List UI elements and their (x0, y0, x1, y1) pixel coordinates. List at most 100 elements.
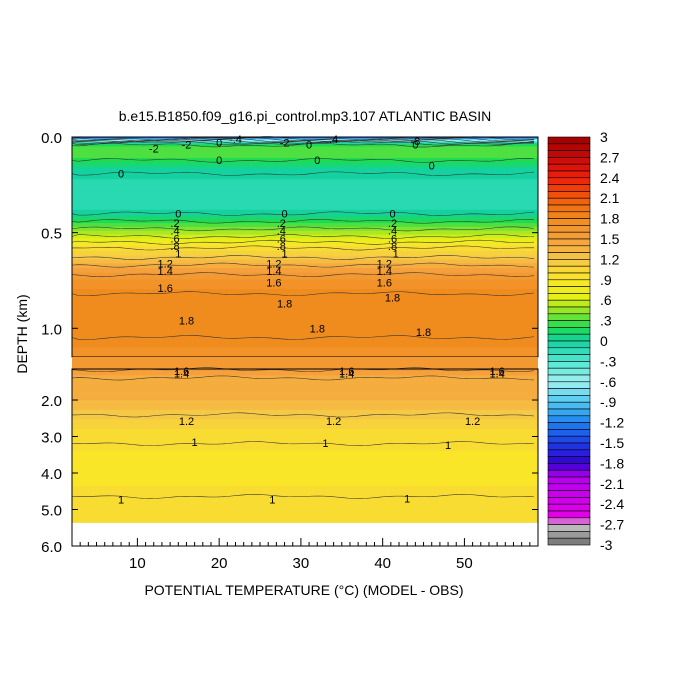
field-band (72, 468, 538, 470)
field-band (72, 180, 538, 182)
colorbar-box (547, 531, 591, 539)
field-band (72, 284, 538, 286)
field-band (72, 372, 538, 374)
contour-label: 1.4 (174, 369, 189, 381)
field-band (72, 211, 538, 214)
field-band (72, 445, 538, 447)
field-band (72, 322, 538, 325)
field-band (72, 441, 538, 443)
field-band (72, 290, 538, 292)
field-band (72, 517, 538, 519)
field-band (72, 154, 538, 156)
contour-label: 0 (118, 168, 124, 180)
field-band (72, 416, 538, 419)
colorbar-box (547, 259, 591, 267)
field-band (72, 406, 538, 408)
field-band (72, 373, 538, 375)
field-band (72, 328, 538, 330)
field-band (72, 339, 538, 342)
contour-label: 1.4 (377, 266, 392, 278)
colorbar-box (547, 503, 591, 512)
field-band (72, 246, 538, 248)
field-band (72, 420, 538, 422)
field-band (72, 384, 538, 386)
field-band (72, 337, 538, 340)
contour-line (71, 158, 535, 163)
field-band (72, 158, 538, 160)
field-band (72, 464, 538, 467)
contour-label: .6 (277, 233, 286, 245)
field-band (72, 221, 538, 223)
field-band (72, 338, 538, 341)
contour-label: .6 (170, 233, 179, 245)
field-band (72, 388, 538, 390)
colorbar-label: 1.8 (600, 211, 620, 227)
field-band (72, 476, 538, 478)
field-band (72, 503, 538, 505)
colorbar-label: .3 (600, 313, 612, 329)
field-band (72, 305, 538, 307)
field-band (72, 391, 538, 393)
colorbar-box (547, 218, 591, 226)
contour-label: 1.4 (339, 369, 354, 381)
field-band (72, 457, 538, 459)
colorbar-box (547, 191, 591, 199)
y-tick-label: 2.0 (41, 393, 62, 410)
field-band (72, 299, 538, 302)
field-band (72, 494, 538, 497)
field-band (72, 418, 538, 420)
lower-panel-y-ticks: 2.0 3.0 4.0 5.0 6.0 (41, 393, 538, 556)
field-band (72, 311, 538, 313)
field-band (72, 414, 538, 417)
colorbar-box (547, 252, 591, 260)
y-tick-label: 6.0 (41, 539, 62, 556)
contour-label: .2 (170, 218, 179, 230)
field-band (72, 498, 538, 500)
field-band (72, 465, 538, 467)
field-band (72, 383, 538, 385)
x-tick-label: 30 (293, 555, 310, 572)
colorbar-label: -.9 (600, 394, 617, 410)
field-band (72, 488, 538, 490)
field-band (72, 380, 538, 382)
field-band (72, 202, 538, 204)
field-band (72, 446, 538, 448)
field-band (72, 324, 538, 327)
field-band (72, 293, 538, 296)
contour-label: 0 (216, 155, 222, 167)
field-band (72, 152, 538, 154)
field-band (72, 496, 538, 498)
field-band (72, 350, 538, 352)
field-band (72, 272, 538, 275)
field-band (72, 463, 538, 465)
field-band (72, 396, 538, 398)
field-band (72, 510, 538, 513)
x-tick-label: 20 (211, 555, 228, 572)
field-band (72, 453, 538, 455)
field-band (72, 316, 538, 319)
contour-label: 1.8 (179, 316, 194, 328)
field-band (72, 310, 538, 312)
field-band (72, 291, 538, 293)
field-band (72, 506, 538, 508)
field-band (72, 148, 538, 151)
field-band (72, 481, 538, 483)
contour-label: 0 (429, 161, 435, 173)
contour-label: 0 (216, 138, 222, 150)
y-tick-label: 0.5 (41, 226, 62, 243)
field-band (72, 427, 538, 429)
field-band (72, 194, 538, 196)
contour-line (71, 375, 535, 381)
field-band (72, 185, 538, 188)
field-band (72, 408, 538, 410)
field-band (72, 450, 538, 452)
field-band (72, 435, 538, 437)
colorbar-box (547, 320, 591, 328)
x-tick-label: 40 (374, 555, 391, 572)
field-band (72, 501, 538, 503)
field-band (72, 137, 538, 139)
field-band (72, 374, 538, 376)
contour-label: 1.2 (158, 258, 173, 270)
field-band (72, 249, 538, 252)
field-band (72, 289, 538, 291)
